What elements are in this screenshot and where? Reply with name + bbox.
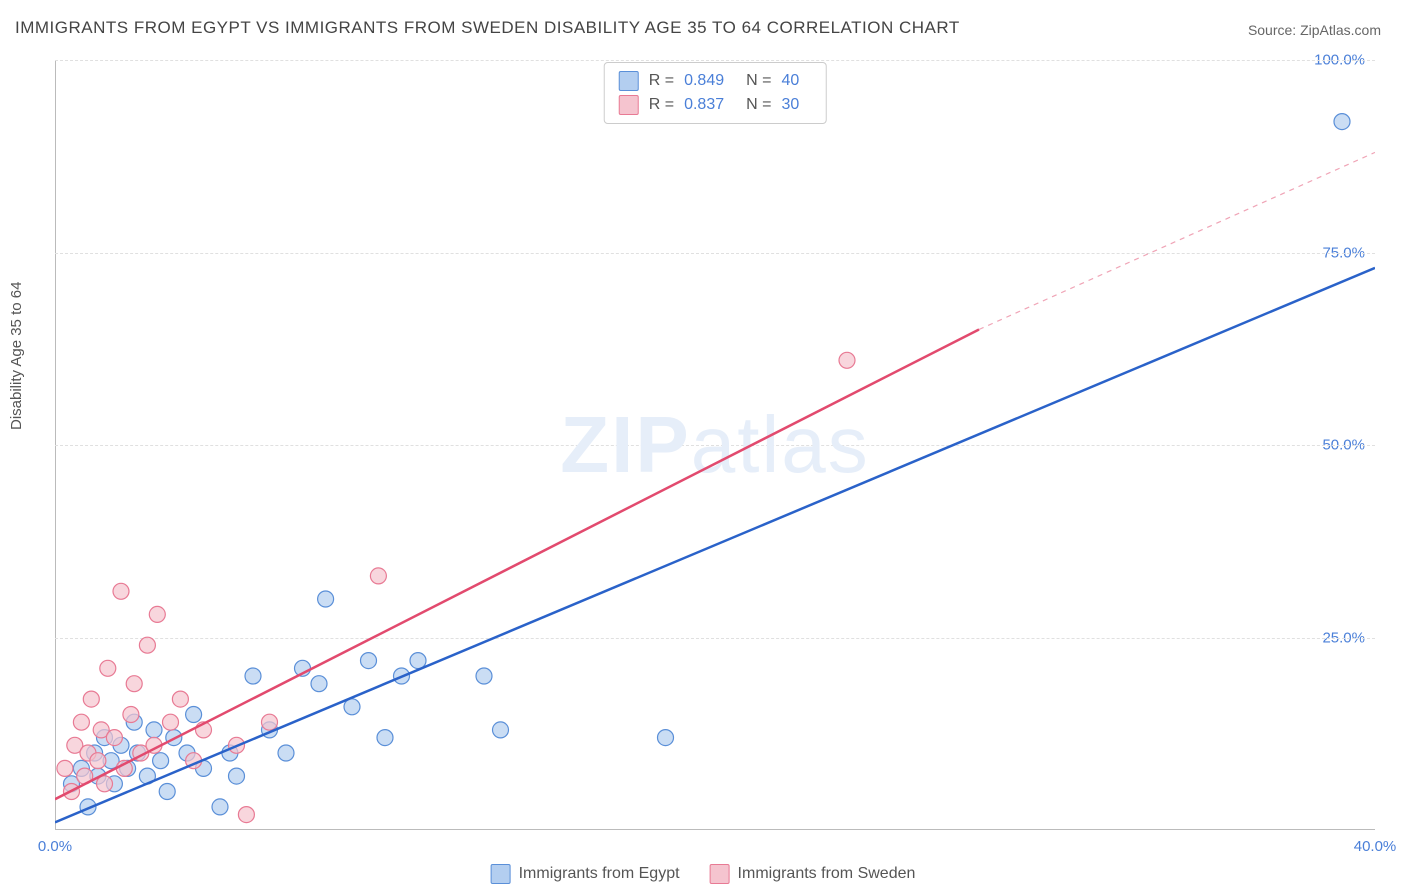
correlation-stats-box: R = 0.849 N = 40 R = 0.837 N = 30 <box>604 62 827 124</box>
data-point <box>73 714 89 730</box>
chart-title: IMMIGRANTS FROM EGYPT VS IMMIGRANTS FROM… <box>15 18 960 38</box>
trend-line <box>55 268 1375 822</box>
legend-swatch <box>710 864 730 884</box>
series-swatch <box>619 71 639 91</box>
data-point <box>1334 114 1350 130</box>
trend-line-extrapolated <box>979 152 1375 329</box>
data-point <box>311 676 327 692</box>
data-point <box>83 691 99 707</box>
data-point <box>57 760 73 776</box>
data-point <box>278 745 294 761</box>
data-point <box>100 660 116 676</box>
data-point <box>476 668 492 684</box>
data-point <box>839 352 855 368</box>
r-value: 0.837 <box>684 96 724 114</box>
data-point <box>658 730 674 746</box>
n-label: N = <box>746 72 771 90</box>
n-value: 40 <box>781 72 799 90</box>
data-point <box>186 707 202 723</box>
source-attribution: Source: ZipAtlas.com <box>1248 22 1381 38</box>
n-value: 30 <box>781 96 799 114</box>
data-point <box>229 768 245 784</box>
data-point <box>163 714 179 730</box>
data-point <box>126 676 142 692</box>
data-point <box>149 606 165 622</box>
data-point <box>318 591 334 607</box>
y-axis-label: Disability Age 35 to 64 <box>8 282 25 430</box>
scatter-plot-svg <box>55 60 1375 830</box>
legend-swatch <box>491 864 511 884</box>
x-tick-label: 0.0% <box>38 838 72 855</box>
data-point <box>159 784 175 800</box>
legend-item: Immigrants from Egypt <box>491 864 680 884</box>
legend: Immigrants from Egypt Immigrants from Sw… <box>491 864 916 884</box>
n-label: N = <box>746 96 771 114</box>
trend-line <box>55 330 979 800</box>
stats-row: R = 0.837 N = 30 <box>619 93 812 117</box>
data-point <box>90 753 106 769</box>
legend-label: Immigrants from Egypt <box>519 865 680 883</box>
data-point <box>370 568 386 584</box>
data-point <box>106 730 122 746</box>
chart-plot-area: ZIPatlas R = 0.849 N = 40 R = 0.837 N = … <box>55 60 1375 830</box>
data-point <box>146 722 162 738</box>
data-point <box>493 722 509 738</box>
x-tick-label: 40.0% <box>1354 838 1397 855</box>
data-point <box>262 714 278 730</box>
series-swatch <box>619 95 639 115</box>
data-point <box>212 799 228 815</box>
r-label: R = <box>649 72 674 90</box>
data-point <box>153 753 169 769</box>
data-point <box>377 730 393 746</box>
data-point <box>245 668 261 684</box>
stats-row: R = 0.849 N = 40 <box>619 69 812 93</box>
data-point <box>361 653 377 669</box>
data-point <box>139 637 155 653</box>
legend-item: Immigrants from Sweden <box>710 864 916 884</box>
data-point <box>238 807 254 823</box>
legend-label: Immigrants from Sweden <box>738 865 916 883</box>
data-point <box>172 691 188 707</box>
r-label: R = <box>649 96 674 114</box>
data-point <box>123 707 139 723</box>
r-value: 0.849 <box>684 72 724 90</box>
data-point <box>113 583 129 599</box>
